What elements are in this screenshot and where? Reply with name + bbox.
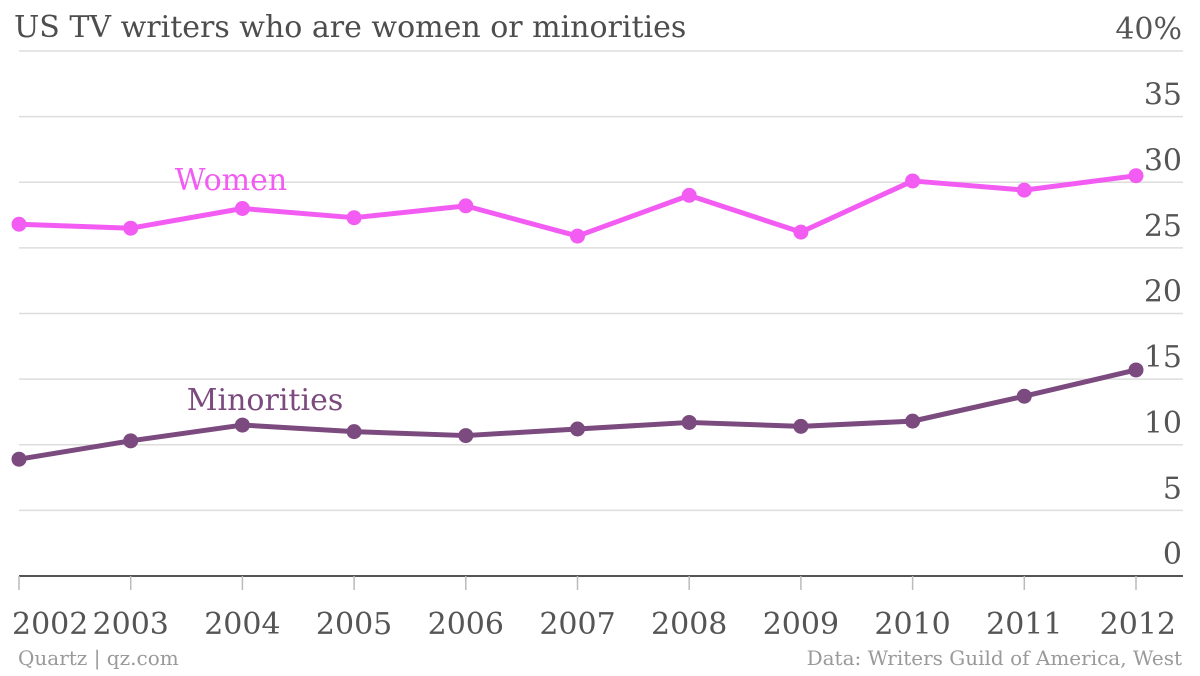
- y-tick-label: 20: [1144, 275, 1182, 310]
- x-tick-label: 2005: [316, 607, 392, 642]
- data-point: [681, 414, 697, 430]
- y-tick-label: 30: [1144, 143, 1182, 178]
- data-point: [123, 220, 139, 236]
- y-tick-label: 35: [1144, 78, 1182, 113]
- data-point: [1128, 362, 1144, 378]
- x-tick-label: 2012: [1100, 607, 1176, 642]
- grid-lines: [19, 50, 1183, 512]
- data-point: [793, 418, 809, 434]
- y-tick-label: 10: [1144, 406, 1182, 441]
- x-tick-label: 2009: [763, 607, 839, 642]
- data-point: [234, 417, 250, 433]
- series-labels: Women Minorities: [175, 163, 343, 418]
- data-point: [458, 428, 474, 444]
- data-point: [570, 228, 585, 244]
- y-axis-ticks: 0 5 10 15 20 25 30 35 40%: [1115, 12, 1182, 572]
- data-point: [1128, 168, 1144, 184]
- x-tick-label: 2006: [428, 607, 504, 642]
- y-tick-label: 15: [1144, 340, 1182, 375]
- data-point: [1016, 182, 1032, 198]
- y-tick-label: 25: [1144, 209, 1182, 244]
- y-tick-label: 5: [1163, 471, 1182, 506]
- data-point: [681, 187, 697, 203]
- data-point: [793, 224, 809, 240]
- data-point: [123, 433, 139, 449]
- y-tick-label: 0: [1163, 537, 1182, 572]
- data-point: [570, 421, 585, 437]
- chart-title: US TV writers who are women or minoritie…: [14, 10, 687, 45]
- x-tick-label: 2008: [651, 607, 727, 642]
- x-tick-label: 2010: [874, 607, 950, 642]
- data-source: Data: Writers Guild of America, West: [806, 646, 1182, 670]
- series-label: Women: [175, 163, 287, 198]
- series-group: [11, 168, 1144, 467]
- data-point: [346, 210, 362, 226]
- data-point: [1016, 388, 1032, 404]
- data-point: [11, 216, 27, 232]
- source-credit: Quartz | qz.com: [18, 646, 179, 670]
- x-tick-label: 2011: [986, 607, 1062, 642]
- y-tick-label: 40%: [1115, 12, 1182, 47]
- data-point: [346, 424, 362, 440]
- x-axis: 2002 2003 2004 2005 2006 2007 2008 2009 2010 2011…: [12, 575, 1183, 642]
- x-tick-label: 2002: [12, 607, 88, 642]
- series-label: Minorities: [187, 383, 343, 418]
- data-point: [234, 201, 250, 216]
- x-tick-label: 2004: [204, 607, 280, 642]
- data-point: [905, 413, 921, 429]
- data-point: [458, 198, 474, 214]
- x-tick-label: 2007: [539, 607, 615, 642]
- data-point: [11, 451, 27, 467]
- x-tick-label: 2003: [93, 607, 169, 642]
- data-point: [905, 173, 921, 189]
